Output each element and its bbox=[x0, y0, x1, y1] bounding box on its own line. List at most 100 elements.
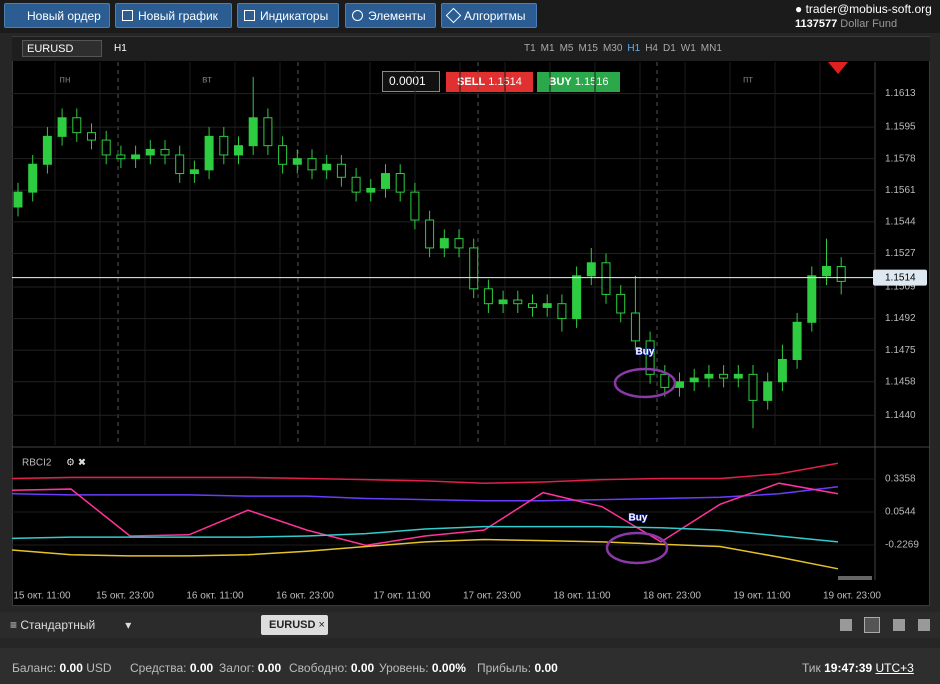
candle-body bbox=[13, 191, 23, 208]
candle-body bbox=[145, 148, 155, 156]
button-label: Элементы bbox=[368, 9, 426, 23]
current-price-box bbox=[873, 269, 927, 286]
layout-text: Стандартный bbox=[20, 618, 96, 632]
candle-body bbox=[410, 191, 420, 221]
candle-body bbox=[469, 247, 479, 290]
timeframe-button[interactable]: M5 bbox=[559, 43, 574, 54]
y-tick-label: 1.1544 bbox=[885, 217, 916, 228]
currency: USD bbox=[86, 661, 112, 675]
day-label: пн bbox=[60, 75, 71, 86]
timeframe-button[interactable]: MN1 bbox=[700, 43, 722, 54]
y-tick-label: 1.1561 bbox=[885, 185, 916, 196]
candle-body bbox=[836, 266, 846, 282]
timeframe-button[interactable]: H1 bbox=[627, 43, 641, 54]
indicators-button[interactable]: Индикаторы bbox=[237, 3, 339, 28]
candle-body bbox=[719, 373, 729, 379]
chart-header: EURUSD H1 T1 M1 M5 M15 M30 H1 H4 D1 W1 MN1 bbox=[12, 37, 930, 61]
algorithms-button[interactable]: Алгоритмы bbox=[441, 3, 537, 28]
timeframe-button[interactable]: M30 bbox=[602, 43, 623, 54]
new-order-button[interactable]: Новый ордер bbox=[4, 3, 110, 28]
user-text: trader@mobius-soft.org bbox=[805, 2, 932, 16]
buy-price: 1.1516 bbox=[574, 76, 609, 88]
annotation: Buy bbox=[629, 513, 648, 524]
candle-body bbox=[807, 275, 817, 323]
value: 0.00 bbox=[59, 661, 83, 675]
candle-body bbox=[72, 117, 82, 134]
candle-body bbox=[704, 373, 714, 379]
day-label: пт bbox=[743, 75, 753, 86]
candle-body bbox=[42, 135, 52, 165]
value: 0.00 bbox=[189, 661, 214, 675]
label: Средства: bbox=[130, 661, 187, 675]
chart-tab[interactable]: EURUSD × bbox=[261, 615, 328, 635]
timeframe-buttons: T1 M1 M5 M15 M30 H1 H4 D1 W1 MN1 bbox=[524, 43, 722, 54]
candle-body bbox=[87, 132, 96, 141]
layout-select[interactable]: ≡ Стандартный ▾ bbox=[10, 618, 132, 632]
candle-body bbox=[395, 173, 405, 193]
new-chart-button[interactable]: Новый график bbox=[115, 3, 232, 28]
layout-single[interactable] bbox=[840, 619, 852, 631]
timezone[interactable]: UTC+3 bbox=[875, 661, 914, 675]
candle-body bbox=[351, 176, 361, 193]
indicator-controls: ⚙ ✖ bbox=[66, 458, 86, 469]
candle-body bbox=[601, 262, 611, 295]
candle-body bbox=[733, 373, 743, 379]
layout-columns[interactable] bbox=[893, 619, 905, 631]
label: Тик bbox=[802, 661, 821, 675]
candle-body bbox=[248, 117, 258, 147]
candle-body bbox=[204, 135, 214, 171]
x-tick-label: 15 окт. 23:00 bbox=[96, 591, 154, 602]
y-tick-label: 1.1527 bbox=[885, 248, 916, 259]
x-tick-label: 17 окт. 23:00 bbox=[463, 591, 521, 602]
y-tick-label: 0.0544 bbox=[885, 507, 916, 518]
candle-body bbox=[263, 117, 273, 147]
lot-text: 0.0001 bbox=[389, 74, 426, 88]
x-tick-label: 18 окт. 11:00 bbox=[553, 591, 611, 602]
balance: Баланс: 0.00 USD bbox=[12, 661, 112, 675]
y-tick-label: 1.1458 bbox=[885, 376, 916, 387]
elements-button[interactable]: Элементы bbox=[345, 3, 436, 28]
candle-body bbox=[454, 238, 464, 249]
profit: Прибыль: 0.00 bbox=[477, 661, 558, 675]
timeframe-button[interactable]: D1 bbox=[662, 43, 676, 54]
x-tick-label: 15 окт. 11:00 bbox=[13, 591, 71, 602]
user-email[interactable]: ● trader@mobius-soft.org bbox=[795, 2, 932, 16]
status-bar bbox=[0, 648, 940, 684]
chart-window bbox=[12, 36, 930, 606]
y-tick-label: 1.1492 bbox=[885, 313, 916, 324]
symbol-text: EURUSD bbox=[27, 43, 74, 55]
day-label: вт bbox=[202, 75, 212, 86]
button-label: Индикаторы bbox=[260, 9, 329, 23]
candle-body bbox=[498, 299, 508, 305]
candle-body bbox=[513, 299, 523, 305]
y-tick-label: 1.1475 bbox=[885, 345, 916, 356]
y-tick-label: 1.1613 bbox=[885, 88, 916, 99]
button-label: Алгоритмы bbox=[464, 9, 526, 23]
y-tick-label: 1.1509 bbox=[885, 282, 916, 293]
candle-body bbox=[630, 312, 640, 342]
x-tick-label: 17 окт. 11:00 bbox=[373, 591, 431, 602]
x-tick-label: 19 окт. 11:00 bbox=[733, 591, 791, 602]
button-label: Новый ордер bbox=[27, 9, 101, 23]
layout-grid[interactable] bbox=[864, 617, 880, 633]
layout-rows[interactable] bbox=[918, 619, 930, 631]
label: Уровень: bbox=[379, 661, 429, 675]
buy-button[interactable]: BUY 1.1516 bbox=[537, 72, 620, 92]
indicator-line bbox=[11, 538, 839, 570]
timeframe-button[interactable]: M15 bbox=[578, 43, 598, 54]
timeframe-button[interactable]: H4 bbox=[645, 43, 658, 54]
candle-body bbox=[763, 381, 773, 401]
timeframe-button[interactable]: W1 bbox=[680, 43, 696, 54]
timeframe-button[interactable]: M1 bbox=[540, 43, 555, 54]
symbol-select[interactable]: EURUSD bbox=[22, 40, 102, 57]
current-price-label: 1.1514 bbox=[885, 272, 916, 283]
lot-input[interactable]: 0.0001 bbox=[382, 71, 440, 92]
account[interactable]: 1137577 Dollar Fund bbox=[795, 18, 897, 30]
candle-body bbox=[366, 187, 376, 193]
y-tick-label: 1.1578 bbox=[885, 153, 916, 164]
candle-body bbox=[777, 358, 787, 383]
candle-body bbox=[28, 163, 38, 193]
level: Уровень: 0.00% bbox=[379, 661, 466, 675]
fund-name: Dollar Fund bbox=[840, 18, 898, 30]
timeframe-button[interactable]: T1 bbox=[524, 43, 536, 54]
